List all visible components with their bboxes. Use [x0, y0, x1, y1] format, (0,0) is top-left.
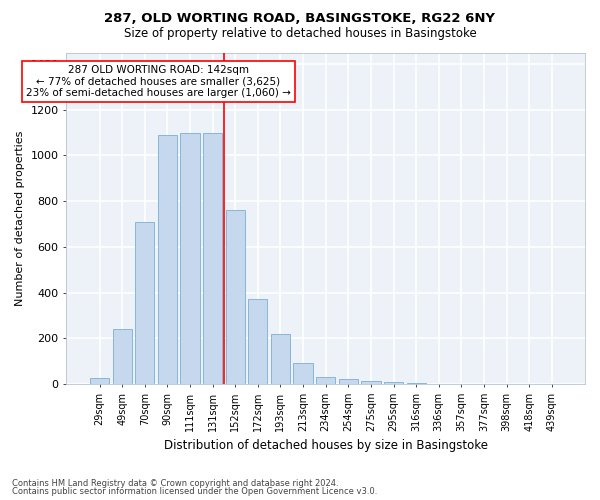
- Bar: [226, 210, 245, 384]
- Bar: [361, 380, 380, 384]
- Bar: [248, 300, 268, 384]
- Bar: [293, 364, 313, 384]
- Bar: [158, 135, 177, 384]
- Bar: [271, 334, 290, 384]
- Bar: [338, 380, 358, 384]
- Text: 287, OLD WORTING ROAD, BASINGSTOKE, RG22 6NY: 287, OLD WORTING ROAD, BASINGSTOKE, RG22…: [104, 12, 496, 26]
- Bar: [384, 382, 403, 384]
- Text: Size of property relative to detached houses in Basingstoke: Size of property relative to detached ho…: [124, 28, 476, 40]
- Bar: [135, 222, 154, 384]
- Bar: [407, 383, 426, 384]
- Bar: [90, 378, 109, 384]
- Text: 287 OLD WORTING ROAD: 142sqm
← 77% of detached houses are smaller (3,625)
23% of: 287 OLD WORTING ROAD: 142sqm ← 77% of de…: [26, 65, 291, 98]
- Bar: [203, 132, 222, 384]
- Text: Contains public sector information licensed under the Open Government Licence v3: Contains public sector information licen…: [12, 487, 377, 496]
- Bar: [316, 377, 335, 384]
- Bar: [181, 132, 200, 384]
- Bar: [113, 329, 132, 384]
- Text: Contains HM Land Registry data © Crown copyright and database right 2024.: Contains HM Land Registry data © Crown c…: [12, 478, 338, 488]
- X-axis label: Distribution of detached houses by size in Basingstoke: Distribution of detached houses by size …: [164, 440, 488, 452]
- Y-axis label: Number of detached properties: Number of detached properties: [15, 130, 25, 306]
